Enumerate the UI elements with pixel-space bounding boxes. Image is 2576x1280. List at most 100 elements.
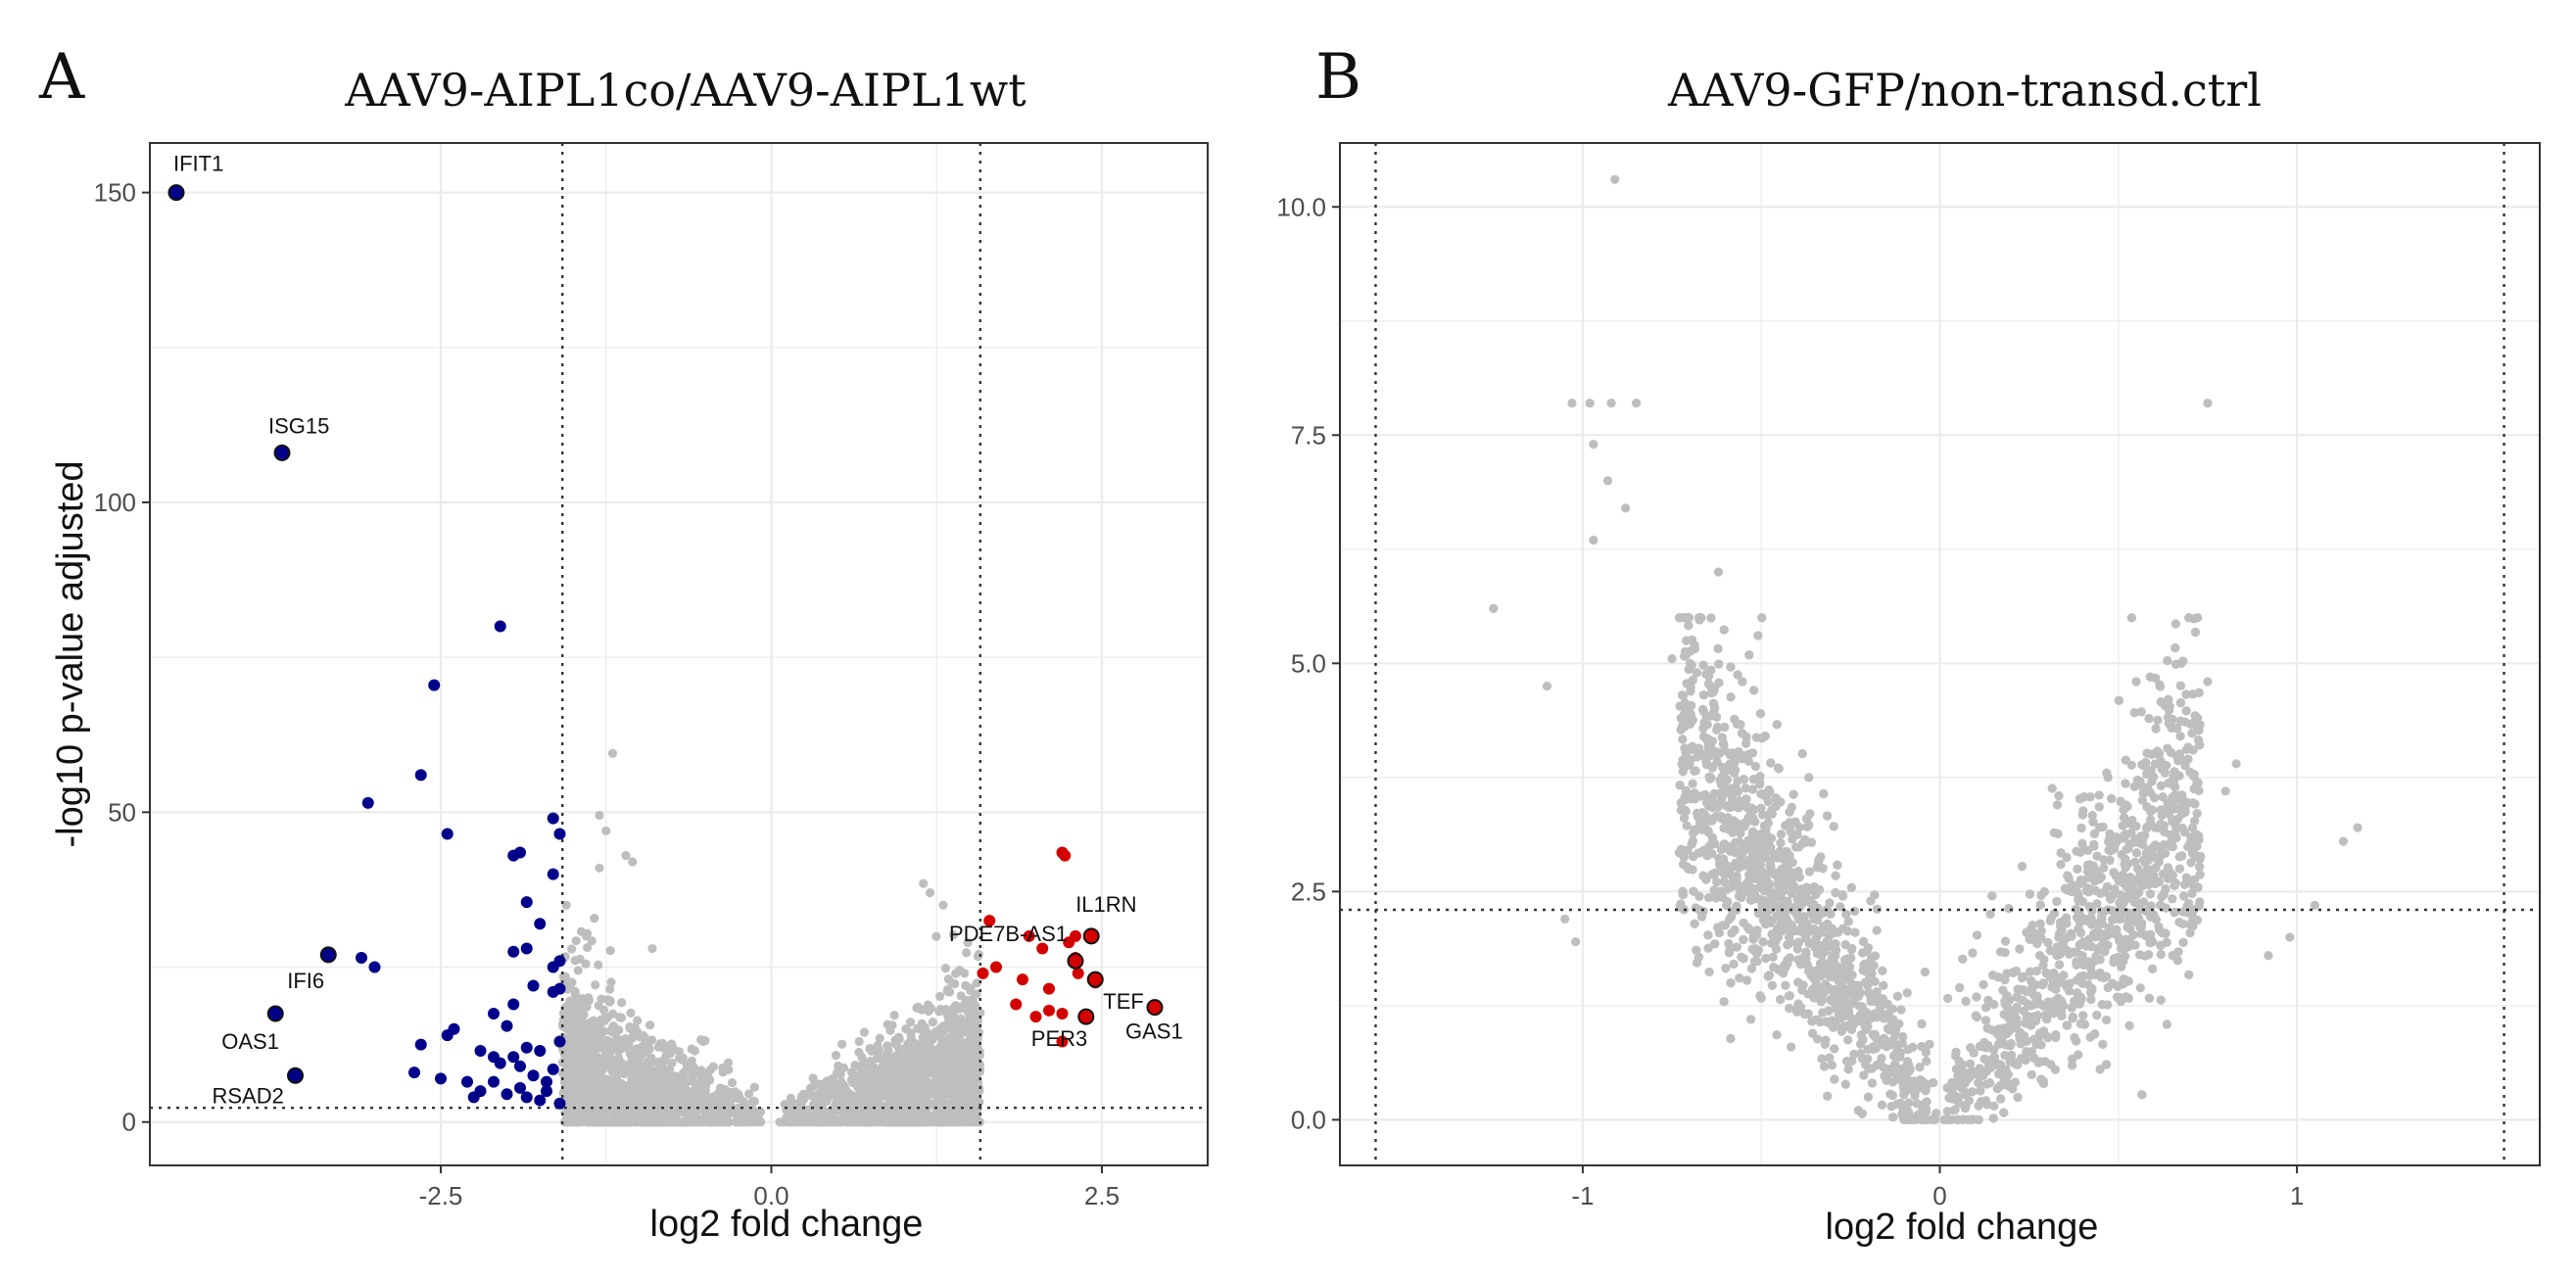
nonsignificant-point — [849, 1117, 859, 1127]
nonsignificant-point — [931, 931, 941, 941]
highlighted-gene-point — [273, 444, 291, 461]
panel-a-letter: A — [38, 41, 85, 114]
gene-label: IL1RN — [1075, 892, 1136, 917]
nonsignificant-point — [966, 1027, 976, 1038]
panel-a-y-tick-label: 150 — [94, 178, 136, 208]
downregulated-point — [461, 1075, 473, 1088]
nonsignificant-point — [863, 1073, 873, 1083]
nonsignificant-point — [573, 1033, 583, 1043]
nonsignificant-point — [582, 942, 593, 953]
nonsignificant-point — [678, 1070, 688, 1080]
nonsignificant-point — [613, 1117, 623, 1127]
nonsignificant-point — [846, 1067, 857, 1077]
nonsignificant-point — [633, 1016, 643, 1025]
nonsignificant-point — [915, 1117, 925, 1127]
nonsignificant-point — [694, 1117, 704, 1127]
nonsignificant-point — [692, 1084, 702, 1094]
nonsignificant-point — [561, 900, 571, 910]
nonsignificant-point — [603, 1036, 613, 1046]
nonsignificant-point — [928, 1017, 937, 1027]
nonsignificant-point — [615, 1013, 625, 1022]
nonsignificant-point — [577, 1044, 587, 1054]
nonsignificant-point — [890, 1035, 900, 1045]
nonsignificant-point — [598, 1005, 609, 1015]
nonsignificant-point — [569, 1020, 580, 1030]
nonsignificant-point — [626, 1047, 636, 1057]
nonsignificant-point — [664, 1065, 675, 1074]
nonsignificant-point — [573, 1056, 583, 1066]
nonsignificant-point — [625, 1035, 635, 1045]
downregulated-point — [547, 812, 559, 825]
nonsignificant-point — [924, 1059, 933, 1068]
nonsignificant-point — [682, 1103, 692, 1113]
nonsignificant-point — [864, 1082, 874, 1092]
nonsignificant-point — [1678, 735, 1688, 744]
downregulated-point — [547, 985, 559, 998]
nonsignificant-point — [712, 1089, 723, 1100]
nonsignificant-point — [919, 878, 929, 888]
panel-a-x-tick-label: 2.5 — [1084, 1181, 1120, 1210]
nonsignificant-point — [590, 1076, 599, 1086]
nonsignificant-point — [564, 1107, 574, 1116]
nonsignificant-point — [923, 1091, 932, 1101]
downregulated-point — [507, 998, 520, 1011]
nonsignificant-point — [636, 1083, 646, 1093]
nonsignificant-point — [625, 1117, 635, 1127]
upregulated-point — [1056, 1035, 1069, 1048]
downregulated-point — [514, 1060, 526, 1072]
downregulated-point — [441, 1029, 453, 1042]
nonsignificant-point — [945, 1048, 956, 1058]
nonsignificant-point — [896, 1095, 906, 1105]
nonsignificant-point — [724, 1117, 734, 1127]
nonsignificant-point — [734, 1089, 743, 1099]
upregulated-point — [1036, 942, 1049, 955]
nonsignificant-point — [955, 1117, 965, 1127]
nonsignificant-point — [859, 1057, 869, 1067]
nonsignificant-point — [564, 982, 575, 992]
nonsignificant-point — [2054, 960, 2065, 970]
nonsignificant-point — [971, 1117, 980, 1127]
downregulated-point — [501, 1019, 513, 1032]
upregulated-point — [1010, 998, 1023, 1011]
nonsignificant-point — [956, 1018, 966, 1027]
nonsignificant-point — [609, 1101, 619, 1111]
nonsignificant-point — [592, 1022, 601, 1032]
nonsignificant-point — [930, 1077, 940, 1088]
nonsignificant-point — [565, 996, 575, 1006]
upregulated-point — [1059, 849, 1072, 862]
nonsignificant-point — [942, 1089, 952, 1099]
nonsignificant-point — [646, 1096, 656, 1106]
upregulated-point — [1023, 929, 1035, 942]
panel-b-x-tick-label: 1 — [2290, 1181, 2304, 1210]
nonsignificant-point — [2004, 903, 2014, 914]
upregulated-point — [1029, 1011, 1042, 1023]
nonsignificant-point — [834, 1117, 843, 1127]
nonsignificant-point — [837, 1039, 847, 1049]
nonsignificant-point — [1850, 927, 1860, 937]
downregulated-point — [547, 1063, 559, 1075]
nonsignificant-point — [663, 1046, 673, 1056]
nonsignificant-point — [926, 1003, 936, 1014]
panel-b-y-tick-label: 10.0 — [1276, 192, 1326, 221]
panel-a-background — [150, 143, 1208, 1165]
nonsignificant-point — [935, 991, 945, 1001]
nonsignificant-point — [920, 1069, 930, 1080]
nonsignificant-point — [811, 1117, 821, 1127]
nonsignificant-point — [925, 888, 935, 898]
nonsignificant-point — [596, 994, 606, 1004]
nonsignificant-point — [674, 1081, 684, 1091]
nonsignificant-point — [883, 1041, 892, 1051]
panel-b-nonsignificant-points — [1489, 174, 2362, 1124]
nonsignificant-point — [950, 1066, 960, 1075]
downregulated-point — [527, 979, 540, 992]
downregulated-point — [474, 1044, 487, 1057]
nonsignificant-point — [574, 1063, 584, 1072]
nonsignificant-point — [2144, 993, 2154, 1003]
nonsignificant-point — [595, 810, 604, 821]
nonsignificant-point — [963, 937, 973, 948]
nonsignificant-point — [617, 998, 627, 1008]
downregulated-point — [467, 1091, 480, 1104]
nonsignificant-point — [719, 1089, 729, 1099]
nonsignificant-point — [840, 1091, 851, 1101]
nonsignificant-point — [656, 1057, 666, 1067]
